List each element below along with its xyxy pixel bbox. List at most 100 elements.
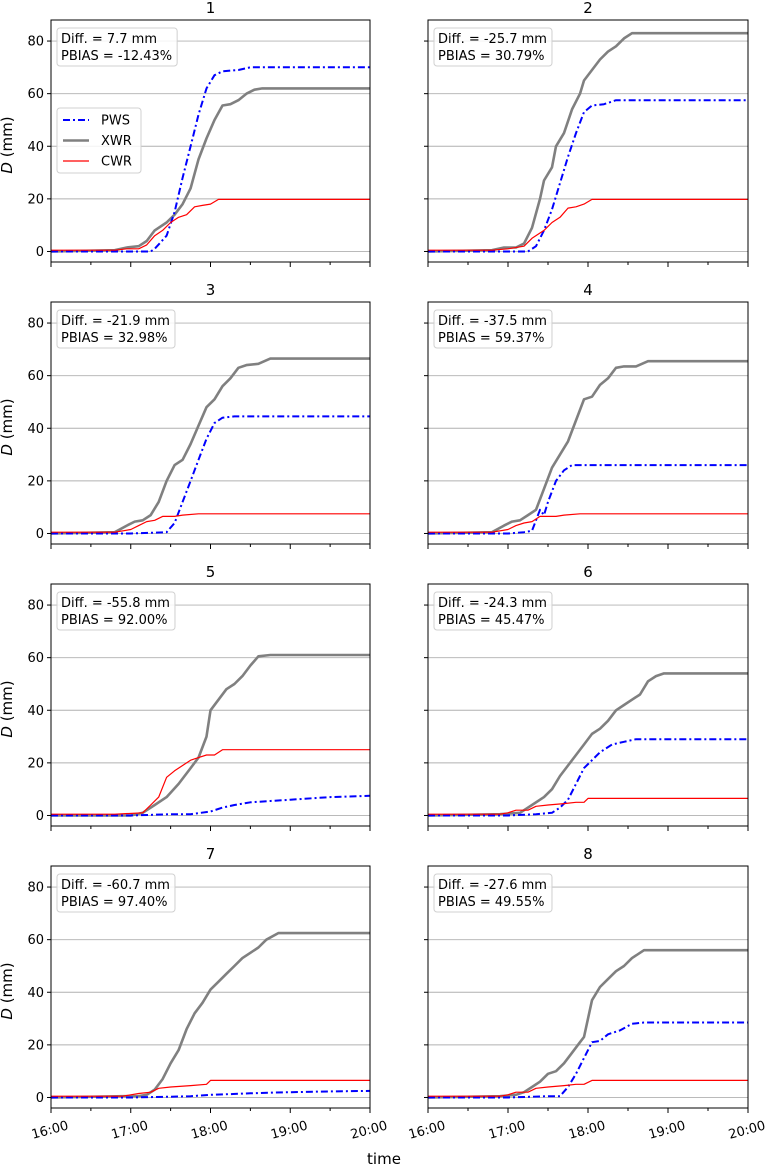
diff-text: Diff. = -60.7 mm xyxy=(61,878,170,893)
y-tick-label: 0 xyxy=(36,809,44,824)
series-line-pws xyxy=(428,99,748,253)
y-tick-label: 0 xyxy=(36,527,44,542)
pbias-text: PBIAS = 32.98% xyxy=(61,331,167,346)
stats-annotation: Diff. = -25.7 mm PBIAS = 30.79% xyxy=(433,27,553,67)
panel-title: 8 xyxy=(583,845,593,863)
panel-7: 0 20 40 60 80 16:00 17:00 18:00 19:00 20:00 D (mm)… xyxy=(0,845,389,1143)
series-line-xwr xyxy=(428,672,748,817)
x-tick-label: 19:00 xyxy=(647,1119,687,1143)
stats-annotation: Diff. = -60.7 mm PBIAS = 97.40% xyxy=(56,873,176,913)
y-tick-label: 20 xyxy=(27,756,44,771)
pbias-text: PBIAS = 97.40% xyxy=(61,895,167,910)
pbias-text: PBIAS = -12.43% xyxy=(61,49,172,64)
series-line-xwr xyxy=(51,931,370,1099)
series-line-pws xyxy=(428,1021,748,1099)
stats-annotation: Diff. = -24.3 mm PBIAS = 45.47% xyxy=(433,591,553,631)
series-line-cwr xyxy=(428,1079,748,1097)
series-line-xwr xyxy=(51,653,370,817)
diff-text: Diff. = -21.9 mm xyxy=(61,314,170,329)
y-tick-label: 0 xyxy=(36,245,44,260)
panel-6: 6 Diff. = -24.3 mm PBIAS = 45.47% xyxy=(424,563,749,831)
x-tick-label: 19:00 xyxy=(269,1119,309,1143)
x-tick-label: 18:00 xyxy=(190,1119,230,1143)
stats-annotation: Diff. = 7.7 mm PBIAS = -12.43% xyxy=(56,27,178,67)
y-tick-label: 80 xyxy=(27,599,44,614)
series-group xyxy=(428,359,748,535)
panel-1: 0 20 40 60 80 D (mm) 1 Diff. = 7.7 mm PBIAS = -1… xyxy=(0,0,371,267)
series-group xyxy=(51,357,370,535)
y-tick-label: 20 xyxy=(27,474,44,489)
legend-label: PWS xyxy=(101,114,130,129)
y-tick-label: 40 xyxy=(27,422,44,437)
legend-item-xwr: XWR xyxy=(63,134,132,149)
series-line-xwr xyxy=(51,87,370,253)
series-line-cwr xyxy=(51,1079,370,1097)
y-tick-label: 80 xyxy=(27,35,44,50)
y-tick-label: 20 xyxy=(27,192,44,207)
y-tick-label: 20 xyxy=(27,1038,44,1053)
series-line-cwr xyxy=(428,797,748,815)
y-tick-label: 40 xyxy=(27,704,44,719)
series-group xyxy=(428,948,748,1099)
y-axis-label: D (mm) xyxy=(0,398,16,455)
diff-text: Diff. = -24.3 mm xyxy=(438,596,547,611)
y-tick-label: 60 xyxy=(27,87,44,102)
y-axis-label: D (mm) xyxy=(0,962,16,1019)
series-line-cwr xyxy=(428,513,748,533)
stats-annotation: Diff. = -37.5 mm PBIAS = 59.37% xyxy=(433,309,553,349)
x-tick-label: 20:00 xyxy=(727,1119,767,1143)
series-line-xwr xyxy=(51,357,370,535)
legend: PWS XWR CWR xyxy=(56,107,142,174)
stats-annotation: Diff. = -27.6 mm PBIAS = 49.55% xyxy=(433,873,553,913)
pbias-text: PBIAS = 30.79% xyxy=(438,49,544,64)
panel-title: 2 xyxy=(583,0,593,17)
series-line-cwr xyxy=(51,513,370,533)
y-tick-label: 80 xyxy=(27,317,44,332)
panel-title: 5 xyxy=(206,563,216,581)
series-line-pws xyxy=(51,66,370,253)
pbias-text: PBIAS = 49.55% xyxy=(438,895,544,910)
series-line-pws xyxy=(428,738,748,817)
pbias-text: PBIAS = 45.47% xyxy=(438,613,544,628)
panel-title: 1 xyxy=(206,0,216,17)
stats-annotation: Diff. = -21.9 mm PBIAS = 32.98% xyxy=(56,309,176,349)
x-tick-label: 20:00 xyxy=(349,1119,389,1143)
panel-4: 4 Diff. = -37.5 mm PBIAS = 59.37% xyxy=(424,281,749,549)
panel-8: 16:00 17:00 18:00 19:00 20:00 8 Diff. = -27.6 … xyxy=(407,845,767,1143)
panel-title: 6 xyxy=(583,563,593,581)
x-tick-label: 17:00 xyxy=(110,1119,150,1143)
legend-label: XWR xyxy=(101,134,132,149)
x-tick-label: 17:00 xyxy=(487,1119,527,1143)
x-axis-label: time xyxy=(367,1150,401,1168)
y-tick-label: 40 xyxy=(27,140,44,155)
series-group xyxy=(51,931,370,1099)
series-line-pws xyxy=(51,415,370,535)
series-line-xwr xyxy=(428,359,748,535)
legend-label: CWR xyxy=(101,155,132,170)
y-tick-label: 40 xyxy=(27,986,44,1001)
series-line-xwr xyxy=(428,31,748,253)
y-axis-label: D (mm) xyxy=(0,116,16,173)
diff-text: Diff. = -25.7 mm xyxy=(438,32,547,47)
stats-annotation: Diff. = -55.8 mm PBIAS = 92.00% xyxy=(56,591,176,631)
series-line-cwr xyxy=(51,749,370,815)
pbias-text: PBIAS = 92.00% xyxy=(61,613,167,628)
x-tick-label: 18:00 xyxy=(567,1119,607,1143)
y-tick-label: 60 xyxy=(27,369,44,384)
y-axis-label: D (mm) xyxy=(0,680,16,737)
series-line-pws xyxy=(51,794,370,817)
diff-text: Diff. = -55.8 mm xyxy=(61,596,170,611)
pbias-text: PBIAS = 59.37% xyxy=(438,331,544,346)
series-group xyxy=(428,672,748,817)
y-tick-label: 0 xyxy=(36,1091,44,1106)
series-line-xwr xyxy=(428,948,748,1099)
y-tick-label: 60 xyxy=(27,651,44,666)
x-tick-label: 16:00 xyxy=(407,1119,447,1143)
diff-text: Diff. = -37.5 mm xyxy=(438,314,547,329)
legend-item-pws: PWS xyxy=(63,114,130,129)
diff-text: Diff. = -27.6 mm xyxy=(438,878,547,893)
panel-5: 0 20 40 60 80 D (mm) 5 Diff. = -55.8 mm PBIAS = … xyxy=(0,563,371,831)
series-line-cwr xyxy=(51,198,370,251)
